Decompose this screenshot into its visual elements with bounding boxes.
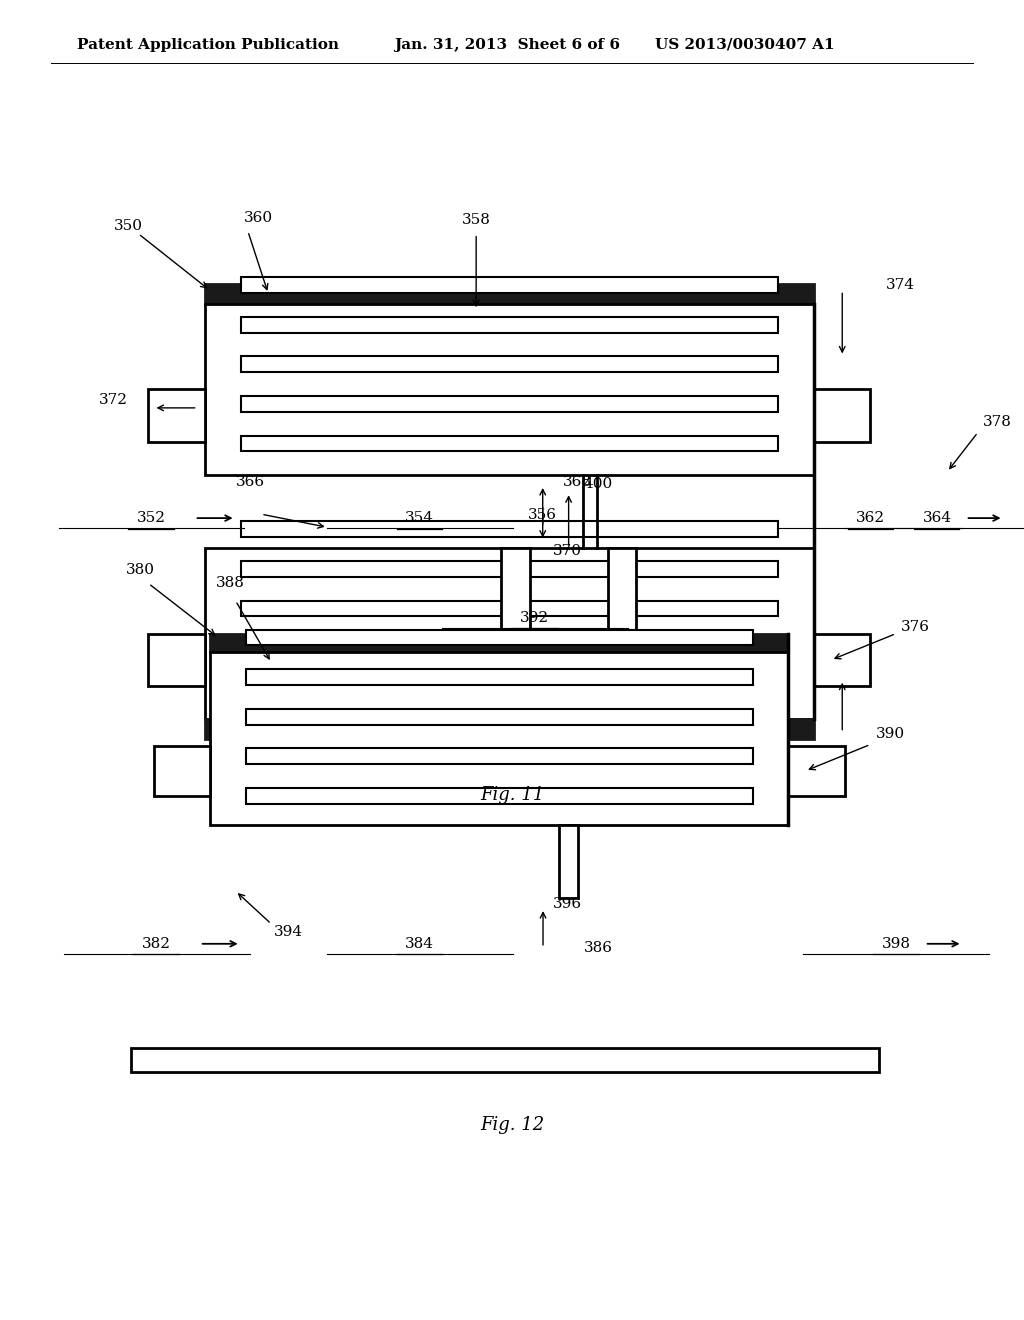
Text: 370: 370: [553, 544, 582, 558]
Text: 364: 364: [923, 511, 951, 525]
Bar: [241, 317, 778, 333]
Text: 386: 386: [584, 941, 613, 954]
Text: 374: 374: [886, 279, 914, 292]
Text: 368: 368: [563, 475, 592, 490]
Bar: [241, 680, 778, 696]
Text: 400: 400: [584, 478, 613, 491]
Bar: [241, 396, 778, 412]
Text: 380: 380: [126, 564, 155, 577]
Bar: [246, 709, 753, 725]
Text: 360: 360: [244, 211, 272, 224]
Bar: [131, 1048, 879, 1072]
Bar: [205, 548, 814, 719]
Text: 392: 392: [520, 611, 550, 624]
Bar: [210, 634, 788, 652]
Bar: [148, 389, 205, 442]
Text: US 2013/0030407 A1: US 2013/0030407 A1: [655, 38, 835, 51]
Bar: [814, 634, 870, 686]
Text: 394: 394: [273, 925, 302, 939]
Text: 384: 384: [406, 937, 434, 950]
Bar: [148, 634, 205, 686]
Bar: [241, 356, 778, 372]
Text: 366: 366: [237, 475, 265, 490]
Bar: [205, 304, 814, 475]
Bar: [241, 640, 778, 656]
Bar: [607, 548, 636, 634]
Bar: [246, 669, 753, 685]
Bar: [241, 521, 778, 537]
Text: 358: 358: [462, 214, 490, 227]
Bar: [788, 746, 845, 796]
Text: Fig. 12: Fig. 12: [480, 1115, 544, 1134]
Text: 352: 352: [137, 511, 166, 525]
Text: 388: 388: [216, 577, 245, 590]
Bar: [241, 436, 778, 451]
Text: 390: 390: [876, 727, 904, 741]
Bar: [559, 825, 578, 898]
Bar: [241, 601, 778, 616]
Text: 372: 372: [99, 393, 128, 407]
Bar: [814, 389, 870, 442]
Bar: [241, 277, 778, 293]
Text: 376: 376: [901, 620, 930, 634]
Text: 356: 356: [528, 508, 557, 523]
Text: Patent Application Publication: Patent Application Publication: [77, 38, 339, 51]
Bar: [205, 284, 814, 304]
Bar: [205, 719, 814, 739]
Bar: [246, 630, 753, 645]
Bar: [154, 746, 210, 796]
Text: 382: 382: [142, 937, 171, 950]
Text: 396: 396: [553, 898, 583, 911]
Bar: [210, 652, 788, 825]
Text: Jan. 31, 2013  Sheet 6 of 6: Jan. 31, 2013 Sheet 6 of 6: [394, 38, 621, 51]
Bar: [246, 748, 753, 764]
Bar: [501, 548, 529, 634]
Text: 354: 354: [406, 511, 434, 525]
Text: 398: 398: [882, 937, 910, 950]
Text: 378: 378: [983, 414, 1012, 429]
Text: 350: 350: [114, 219, 142, 232]
Bar: [241, 561, 778, 577]
Text: 362: 362: [856, 511, 885, 525]
Text: Fig. 11: Fig. 11: [480, 785, 544, 804]
Bar: [246, 788, 753, 804]
